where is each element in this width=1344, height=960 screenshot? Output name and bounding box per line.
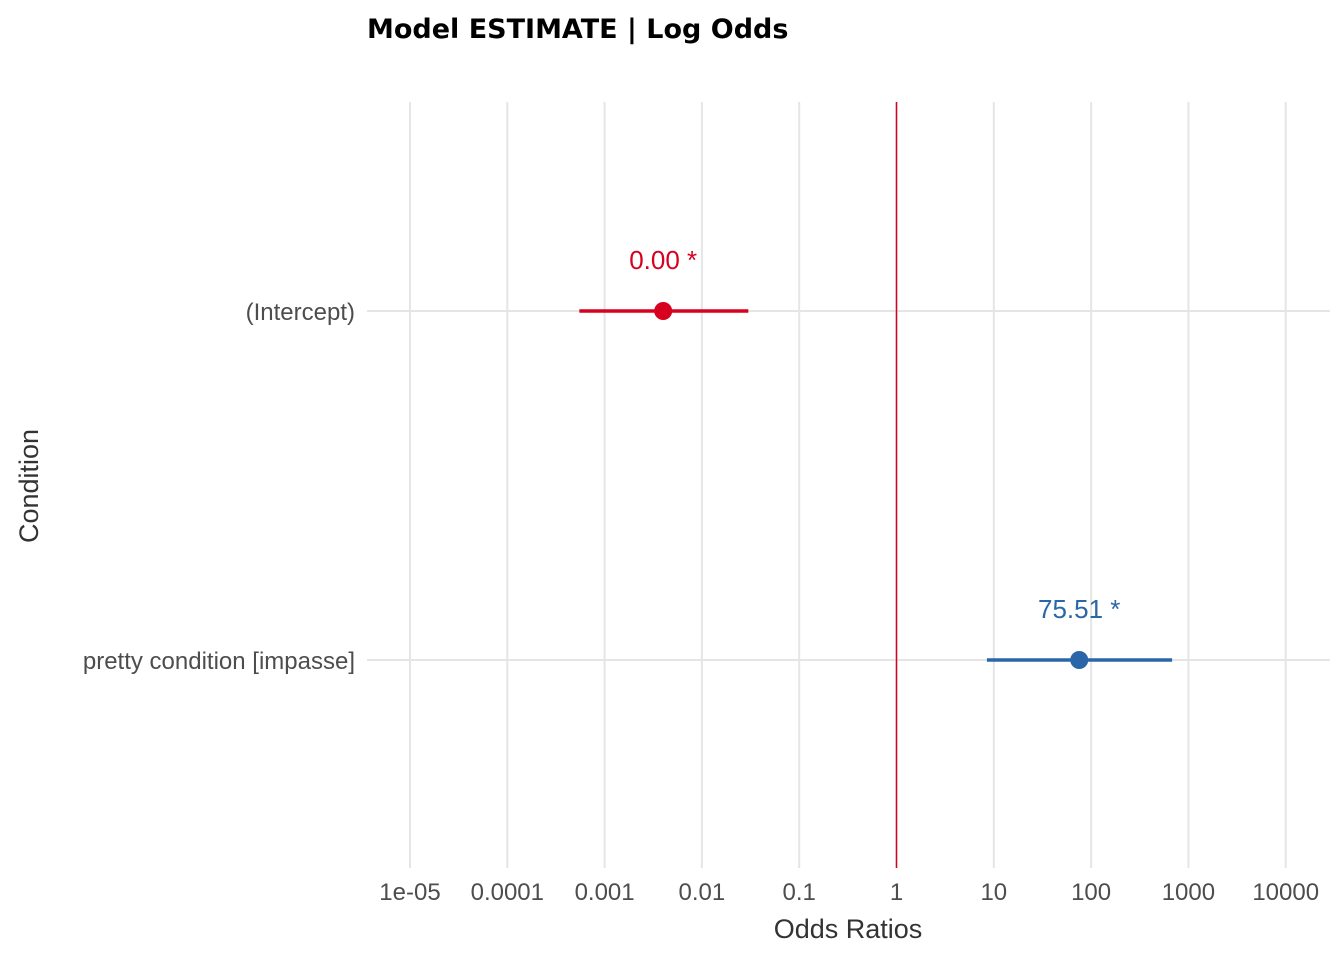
x-tick-label: 100	[1071, 879, 1111, 906]
x-gridlines	[409, 102, 1287, 868]
x-tick-label: 10	[980, 879, 1007, 906]
x-tick-label: 1e-05	[379, 879, 440, 906]
x-tick-label: 0.1	[783, 879, 816, 906]
y-axis-title: Condition	[14, 429, 44, 543]
chart-title: Model ESTIMATE | Log Odds	[367, 14, 788, 45]
y-tick-labels: (Intercept) pretty condition [impasse]	[83, 299, 355, 675]
x-tick-label: 10000	[1252, 879, 1319, 906]
estimate-marks: 0.00 * 75.51 *	[579, 245, 1173, 669]
x-tick-label: 0.01	[679, 879, 726, 906]
x-tick-labels: 1e-05 0.0001 0.001 0.01 0.1 1 10 100 1000 10000	[379, 879, 1319, 906]
y-tick-label: pretty condition [impasse]	[83, 648, 355, 675]
data-label: 75.51 *	[1038, 594, 1120, 624]
point-estimate	[654, 302, 673, 320]
x-axis-title: Odds Ratios	[774, 914, 923, 944]
x-tick-label: 0.001	[575, 879, 635, 906]
point-estimate	[1070, 651, 1089, 669]
x-tick-label: 0.0001	[471, 879, 544, 906]
x-tick-label: 1	[890, 879, 903, 906]
x-tick-label: 1000	[1162, 879, 1215, 906]
data-label: 0.00 *	[629, 245, 697, 275]
y-gridlines	[367, 310, 1330, 661]
y-tick-label: (Intercept)	[246, 299, 355, 326]
